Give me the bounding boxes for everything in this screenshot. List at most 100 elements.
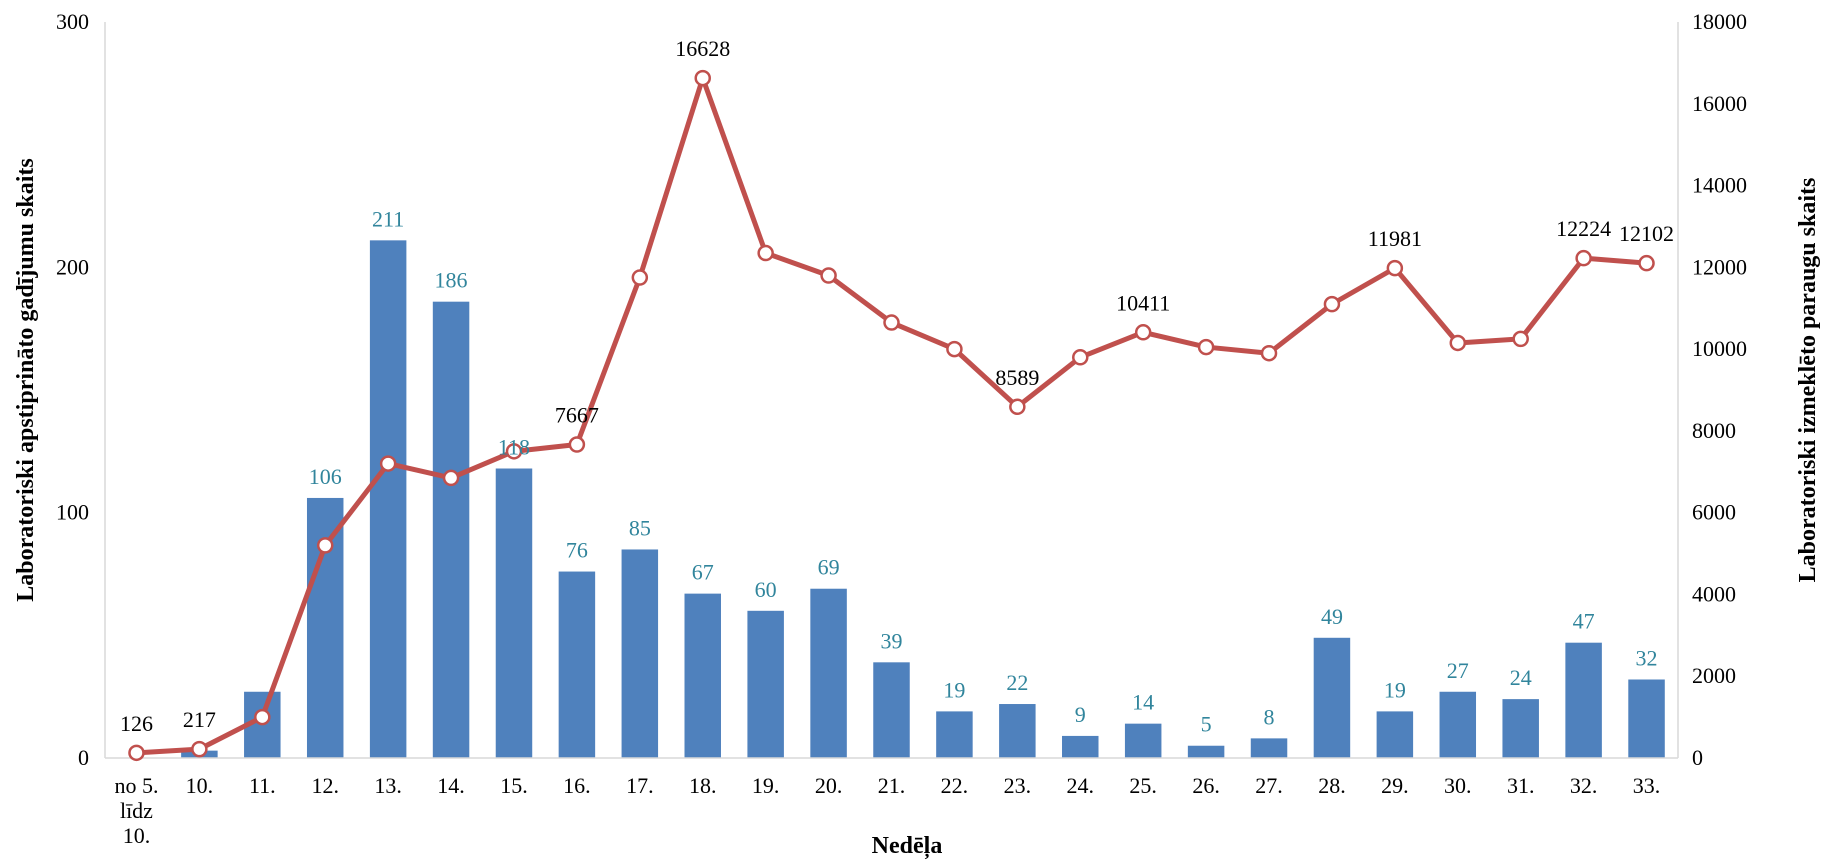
- bar: [747, 610, 784, 758]
- bar: [1376, 711, 1414, 758]
- x-tick-label: 19.: [752, 773, 780, 798]
- line-point: [379, 455, 397, 472]
- x-tick-label: 20.: [815, 773, 843, 798]
- bar-data-label: 76: [566, 538, 588, 563]
- y-axis-title: Laboratoriski apstiprināto gadījumu skai…: [13, 158, 39, 601]
- x-tick-label: 11.: [249, 773, 276, 798]
- x-tick-label: 24.: [1067, 773, 1095, 798]
- y2-tick-label: 8000: [1692, 418, 1736, 443]
- line-point: [191, 740, 208, 758]
- line-point: [757, 244, 774, 262]
- line-data-label: 10411: [1116, 290, 1170, 315]
- x-tick-label: 15.: [500, 773, 528, 798]
- x-tick-label: 16.: [563, 773, 591, 798]
- bar-data-label: 5: [1201, 712, 1212, 737]
- x-tick-label: 30.: [1444, 773, 1472, 798]
- line-point: [1260, 344, 1278, 362]
- x-tick-label: 17.: [626, 773, 654, 798]
- bar-data-label: 85: [629, 515, 651, 540]
- line-point: [631, 269, 649, 286]
- bar: [1502, 699, 1539, 758]
- line-data-label: 217: [183, 707, 216, 732]
- bar-data-label: 211: [372, 206, 404, 231]
- line-point: [1009, 398, 1026, 416]
- line-data-label: 7667: [555, 403, 599, 428]
- bar-data-label: 69: [818, 555, 840, 580]
- line-point: [128, 744, 145, 762]
- bar: [999, 704, 1036, 758]
- line-data-label: 8589: [995, 365, 1039, 390]
- bar-data-label: 27: [1447, 658, 1469, 683]
- line-point: [1449, 334, 1467, 352]
- y2-axis-title: Laboratoriski izmeklēto paraugu skaits: [1795, 178, 1821, 583]
- bar-data-label: 22: [1006, 670, 1028, 695]
- line-point: [1512, 330, 1529, 348]
- y2-tick-label: 14000: [1692, 173, 1747, 198]
- line-point: [316, 537, 334, 554]
- bar-data-label: 49: [1321, 604, 1343, 629]
- x-tick-label: 29.: [1381, 773, 1409, 798]
- bar-data-label: 60: [755, 577, 777, 602]
- bar-data-label: 9: [1075, 702, 1086, 727]
- bar-data-label: 24: [1510, 665, 1532, 690]
- y-tick-label: 0: [78, 745, 89, 770]
- bar: [810, 588, 847, 758]
- x-tick-label: 31.: [1507, 773, 1535, 798]
- line-point: [505, 443, 523, 460]
- x-tick-label: 12.: [311, 773, 339, 798]
- x-tick-label: 33.: [1633, 773, 1661, 798]
- bar: [495, 468, 533, 758]
- y2-tick-label: 4000: [1692, 581, 1736, 606]
- x-tick-label: 22.: [941, 773, 969, 798]
- y2-tick-label: 6000: [1692, 500, 1736, 525]
- x-tick-label: 28.: [1318, 773, 1346, 798]
- y2-tick-label: 10000: [1692, 336, 1747, 361]
- x-tick-label: 13.: [374, 773, 402, 798]
- line-group: [128, 69, 1655, 762]
- bar-data-label: 47: [1573, 609, 1595, 634]
- bar: [1565, 642, 1602, 758]
- y2-tick-label: 18000: [1692, 9, 1747, 34]
- line-point: [1638, 254, 1655, 272]
- bar: [1062, 735, 1099, 758]
- x-tick-label: 27.: [1255, 773, 1283, 798]
- bar: [873, 662, 910, 758]
- x-tick-label: 10.: [186, 773, 214, 798]
- bar-data-label: 67: [692, 560, 714, 585]
- x-tick-label: 21.: [878, 773, 906, 798]
- axes-group: 0 100 200 300 0 2000 4000 6000 8000 10000 12000 140…: [56, 9, 1747, 848]
- x-tick-label: 18.: [689, 773, 717, 798]
- bar: [432, 301, 470, 758]
- y-tick-label: 300: [56, 9, 89, 34]
- y-tick-label: 200: [56, 254, 89, 279]
- bar: [1187, 745, 1225, 758]
- bar-data-label: 118: [498, 435, 530, 460]
- line-data-label: 12224: [1556, 216, 1611, 241]
- line-data-label: 11981: [1368, 226, 1422, 251]
- bar: [1124, 723, 1162, 758]
- bar-data-label: 19: [1384, 677, 1406, 702]
- bar: [558, 571, 596, 758]
- bar: [684, 593, 721, 758]
- line-data-label: 126: [120, 711, 153, 736]
- line-point: [820, 267, 837, 284]
- line-data-label: 12102: [1619, 221, 1674, 246]
- line-point: [946, 340, 963, 358]
- bar-data-label: 106: [309, 464, 342, 489]
- y2-tick-label: 12000: [1692, 254, 1747, 279]
- line-point: [883, 314, 900, 331]
- bar: [936, 711, 973, 758]
- line-point: [1323, 295, 1341, 313]
- bar: [306, 497, 344, 758]
- bar-data-label: 14: [1132, 690, 1154, 715]
- y2-tick-label: 16000: [1692, 91, 1747, 116]
- bars-group: [181, 240, 1665, 758]
- x-tick-label: 25.: [1129, 773, 1157, 798]
- bar-data-label: 8: [1264, 704, 1275, 729]
- line-point: [442, 469, 460, 487]
- x-tick-label: 14.: [437, 773, 465, 798]
- bar: [1313, 637, 1351, 758]
- line-data-label: 16628: [675, 36, 730, 61]
- line-point: [1072, 349, 1089, 366]
- line-point: [1575, 249, 1592, 267]
